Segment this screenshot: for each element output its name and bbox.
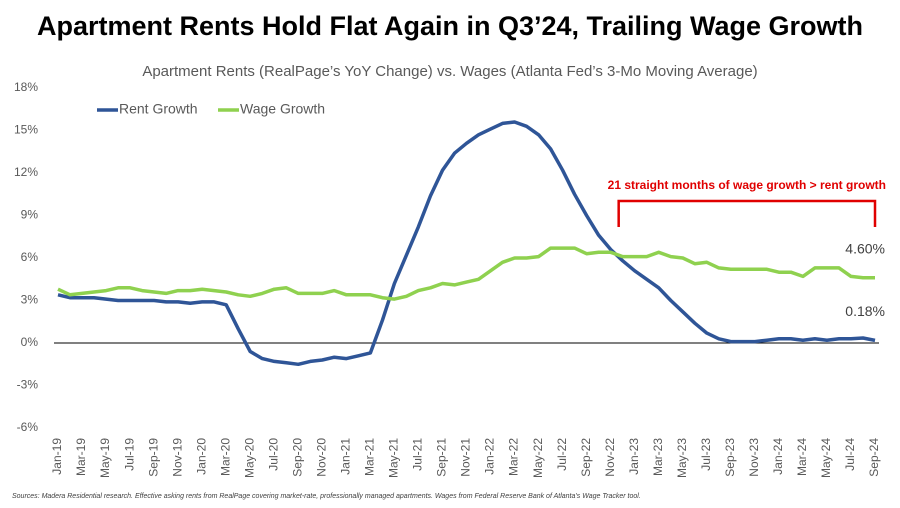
x-tick-label: Jan-21 <box>339 438 353 475</box>
y-tick-label: 12% <box>14 165 38 179</box>
x-tick-label: Mar-22 <box>507 438 521 476</box>
x-tick-label: Jan-22 <box>483 438 497 475</box>
source-note: Sources: Madera Residential research. Ef… <box>12 493 641 500</box>
chart-subtitle: Apartment Rents (RealPage’s YoY Change) … <box>142 63 757 80</box>
x-tick-label: Mar-20 <box>218 438 232 476</box>
x-tick-label: Jan-19 <box>50 438 64 475</box>
x-tick-label: May-23 <box>675 438 689 478</box>
y-tick-label: -6% <box>17 420 39 434</box>
x-tick-label: Jul-19 <box>122 438 136 471</box>
x-tick-label: Sep-19 <box>146 438 160 477</box>
x-tick-label: Sep-23 <box>723 438 737 477</box>
y-tick-label: -3% <box>17 378 39 392</box>
x-tick-label: Sep-22 <box>579 438 593 477</box>
x-tick-label: May-20 <box>242 438 256 478</box>
y-tick-label: 15% <box>14 123 38 137</box>
x-tick-label: Mar-24 <box>795 438 809 476</box>
x-tick-label: Mar-21 <box>363 438 377 476</box>
x-tick-label: Jul-20 <box>266 438 280 471</box>
x-tick-label: Mar-23 <box>651 438 665 476</box>
y-tick-label: 18% <box>14 80 38 94</box>
annotation-bracket <box>617 199 877 227</box>
x-tick-label: Jul-23 <box>699 438 713 471</box>
y-tick-label: 9% <box>21 208 39 222</box>
x-tick-label: Jan-23 <box>627 438 641 475</box>
value-label: 4.60% <box>845 241 885 257</box>
x-tick-label: May-21 <box>387 438 401 478</box>
x-tick-label: Nov-23 <box>747 438 761 477</box>
y-tick-label: 0% <box>21 335 39 349</box>
x-tick-label: Jul-24 <box>843 438 857 471</box>
x-tick-label: May-24 <box>819 438 833 478</box>
y-tick-label: 6% <box>21 250 39 264</box>
x-tick-label: Sep-20 <box>290 438 304 477</box>
annotation-text: 21 straight months of wage growth > rent… <box>608 178 886 192</box>
x-tick-label: Jul-21 <box>411 438 425 471</box>
y-tick-label: 3% <box>21 293 39 307</box>
series-line <box>57 120 876 367</box>
legend-label: Wage Growth <box>240 101 325 117</box>
x-tick-label: Jul-22 <box>555 438 569 471</box>
chart-title: Apartment Rents Hold Flat Again in Q3’24… <box>37 11 863 41</box>
x-tick-label: Jan-20 <box>194 438 208 475</box>
x-tick-label: Nov-22 <box>603 438 617 477</box>
series-line <box>57 246 875 301</box>
x-tick-label: Nov-21 <box>459 438 473 477</box>
legend-label: Rent Growth <box>119 101 198 117</box>
value-label: 0.18% <box>845 303 885 319</box>
x-tick-label: Sep-24 <box>867 438 881 477</box>
x-tick-label: Nov-20 <box>314 438 328 477</box>
x-tick-label: Mar-19 <box>74 438 88 476</box>
x-tick-label: Jan-24 <box>771 438 785 475</box>
x-tick-label: Sep-21 <box>435 438 449 477</box>
x-tick-label: May-19 <box>98 438 112 478</box>
x-tick-label: Nov-19 <box>170 438 184 477</box>
x-tick-label: May-22 <box>531 438 545 478</box>
